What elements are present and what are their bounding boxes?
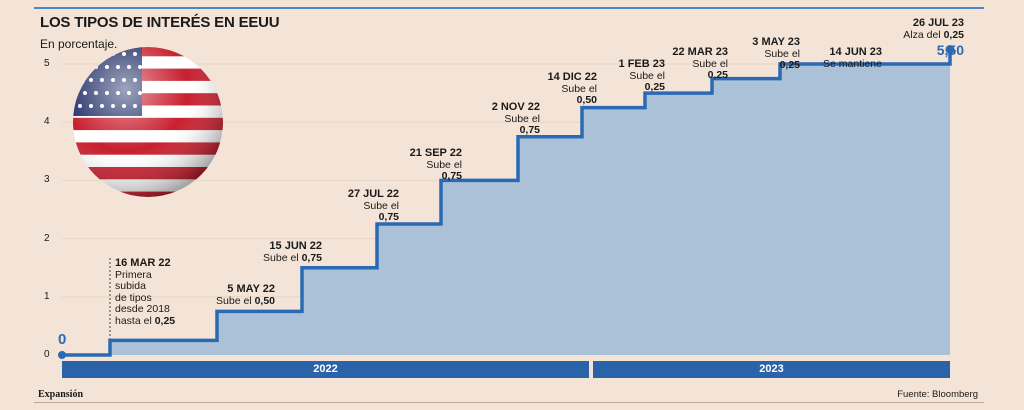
y-tick-label: 1 xyxy=(44,290,50,302)
annotation-value: 0,25 xyxy=(707,69,728,81)
annotation-line: de tipos xyxy=(115,291,152,304)
annotation-value: 0,75 xyxy=(519,124,540,136)
annotation-pre: Sube el xyxy=(216,294,252,307)
annotation-value: 0,50 xyxy=(576,94,597,106)
annotation-line: Primera xyxy=(115,268,152,281)
source-label: Fuente: Bloomberg xyxy=(897,389,978,400)
annotation-line: desde 2018 xyxy=(115,303,170,315)
flag-star xyxy=(78,52,82,56)
annotation-value: 0,50 xyxy=(254,294,275,307)
rate-line xyxy=(62,49,952,357)
annotation-7: 1 FEB 23 Sube el 0,25 xyxy=(618,58,665,94)
annotation-pre: Sube el xyxy=(363,199,399,212)
year-bar-2023: 2023 xyxy=(593,361,950,378)
annotation-date: 16 MAR 22 xyxy=(115,257,171,269)
annotation-value: 0,75 xyxy=(441,170,462,182)
rate-area xyxy=(62,49,950,356)
start-value-label: 0 xyxy=(58,331,67,348)
annotation-date: 2 NOV 22 xyxy=(491,101,540,113)
annotation-final-value: 0,25 xyxy=(943,28,964,41)
y-tick-label: 4 xyxy=(44,116,50,128)
annotation-pre: Se mantiene xyxy=(823,57,882,70)
annotation-pre: hasta el xyxy=(115,314,152,327)
annotation-date: 5 MAY 22 xyxy=(227,283,275,295)
end-point xyxy=(945,44,955,54)
annotation-9: 3 MAY 23 Sube el 0,25 xyxy=(752,36,800,72)
annotation-final-date: 26 JUL 23 xyxy=(912,17,964,29)
annotation-pre: Sube el xyxy=(561,82,597,95)
annotation-0: 16 MAR 22 Primera subida de tipos desde 2018… xyxy=(115,257,176,327)
brand-label: Expansión xyxy=(38,389,84,400)
annotation-8: 22 MAR 23 Sube el 0,25 xyxy=(672,46,728,82)
flag-star xyxy=(78,78,82,82)
annotation-pre: Sube el xyxy=(504,112,540,125)
chart-subtitle: En porcentaje. xyxy=(40,37,118,51)
y-tick-label: 5 xyxy=(44,58,50,69)
end-value-label: 5,50 xyxy=(936,42,964,58)
annotation-value: 0,25 xyxy=(644,81,665,93)
y-tick-label: 3 xyxy=(44,174,50,186)
annotation-value: 0,25 xyxy=(779,59,800,71)
annotation-date: 1 FEB 23 xyxy=(618,58,665,70)
annotation-value: 0,25 xyxy=(154,314,176,327)
flag-star xyxy=(100,52,104,56)
annotation-final-pre: Alza del xyxy=(903,28,941,41)
start-point xyxy=(58,351,66,359)
annotation-date: 15 JUN 22 xyxy=(269,240,322,252)
annotation-date: 27 JUL 22 xyxy=(347,188,399,200)
annotation-6: 14 DIC 22 Sube el 0,50 xyxy=(547,71,597,107)
annotation-3: 27 JUL 22 Sube el 0,75 xyxy=(347,188,399,224)
flag-star xyxy=(89,52,93,56)
annotation-5: 2 NOV 22 Sube el 0,75 xyxy=(491,101,540,137)
top-rule xyxy=(34,7,984,9)
chart-title: LOS TIPOS DE INTERÉS EN EEUU xyxy=(40,14,280,31)
us-flag-globe-icon xyxy=(73,47,223,197)
annotation-pre: Sube el xyxy=(263,251,299,264)
annotation-value: 0,75 xyxy=(378,211,399,223)
y-tick-label: 0 xyxy=(44,349,50,360)
annotation-date: 14 DIC 22 xyxy=(547,71,597,83)
annotation-date: 21 SEP 22 xyxy=(409,147,462,159)
annotation-line: subida xyxy=(115,280,146,292)
annotation-4: 21 SEP 22 Sube el 0,75 xyxy=(409,147,462,183)
annotation-pre: Sube el xyxy=(426,158,462,171)
annotation-final: 26 JUL 23 Alza del 0,25 xyxy=(900,17,964,41)
annotation-date: 22 MAR 23 xyxy=(672,46,728,58)
annotation-pre: Sube el xyxy=(629,69,665,82)
bottom-rule xyxy=(34,402,984,403)
year-bar-2022: 2022 xyxy=(62,361,589,378)
annotation-date: 3 MAY 23 xyxy=(752,36,800,48)
annotation-date: 14 JUN 23 xyxy=(829,46,882,58)
annotation-10: 14 JUN 23 Se mantiene xyxy=(823,46,882,70)
annotation-1: 5 MAY 22 Sube el 0,50 xyxy=(216,283,275,307)
annotation-2: 15 JUN 22 Sube el 0,75 xyxy=(263,240,322,264)
flag-star xyxy=(83,65,87,69)
annotation-pre: Sube el xyxy=(692,57,728,70)
annotation-value: 0,75 xyxy=(301,251,322,264)
y-tick-label: 2 xyxy=(44,232,50,244)
annotation-pre: Sube el xyxy=(764,47,800,60)
